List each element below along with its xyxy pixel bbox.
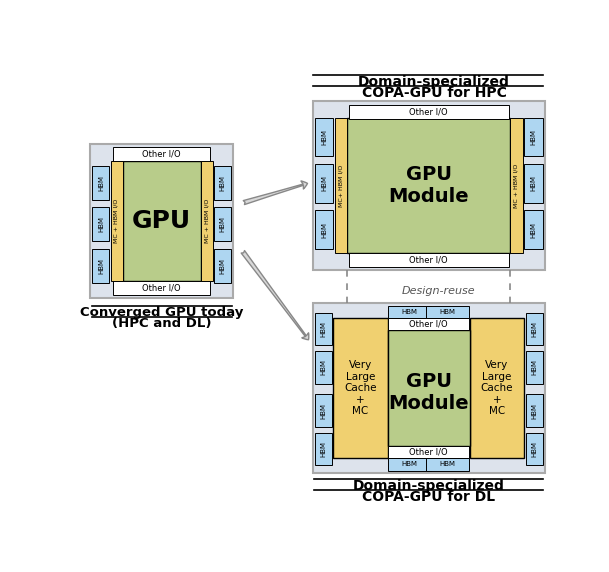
- Text: HBM: HBM: [531, 441, 537, 457]
- Text: HBM: HBM: [98, 258, 104, 274]
- Text: HBM: HBM: [531, 359, 537, 375]
- Bar: [349, 105, 509, 119]
- Text: Other I/O: Other I/O: [143, 284, 181, 293]
- Bar: [426, 458, 469, 471]
- Text: Other I/O: Other I/O: [409, 255, 448, 264]
- Bar: [315, 351, 332, 384]
- Text: HBM: HBM: [530, 129, 537, 145]
- Text: MC + HBM I/O: MC + HBM I/O: [205, 199, 209, 243]
- Text: HBM: HBM: [320, 359, 326, 375]
- Bar: [315, 210, 333, 249]
- Text: GPU
Module: GPU Module: [389, 165, 469, 206]
- Bar: [122, 161, 201, 281]
- Text: HBM: HBM: [321, 129, 327, 145]
- Bar: [426, 306, 469, 318]
- Text: HBM: HBM: [321, 221, 327, 237]
- Bar: [470, 318, 524, 458]
- Text: Domain-specialized: Domain-specialized: [353, 479, 505, 493]
- Text: HBM: HBM: [402, 309, 418, 315]
- Text: HBM: HBM: [220, 258, 225, 274]
- Bar: [93, 249, 110, 283]
- Bar: [201, 161, 213, 281]
- Bar: [315, 118, 333, 156]
- Bar: [90, 144, 233, 298]
- Bar: [510, 118, 523, 253]
- Bar: [389, 458, 431, 471]
- Text: HBM: HBM: [530, 176, 537, 192]
- Text: HBM: HBM: [531, 321, 537, 337]
- Text: HBM: HBM: [440, 309, 456, 315]
- Text: HBM: HBM: [98, 216, 104, 232]
- Text: HBM: HBM: [321, 176, 327, 192]
- Text: HBM: HBM: [320, 441, 326, 457]
- Text: Other I/O: Other I/O: [409, 448, 448, 456]
- Text: Converged GPU today: Converged GPU today: [80, 306, 244, 319]
- Text: MC + HBM I/O: MC + HBM I/O: [514, 164, 519, 208]
- Bar: [388, 331, 470, 446]
- Bar: [526, 351, 543, 384]
- Text: HBM: HBM: [320, 321, 326, 337]
- Bar: [389, 318, 469, 331]
- Bar: [335, 118, 347, 253]
- Bar: [524, 164, 543, 202]
- Bar: [347, 118, 510, 253]
- Bar: [315, 433, 332, 465]
- Bar: [113, 147, 210, 161]
- Bar: [93, 207, 110, 241]
- Text: Other I/O: Other I/O: [409, 320, 448, 329]
- Bar: [93, 166, 110, 200]
- Bar: [526, 313, 543, 345]
- Bar: [113, 281, 210, 295]
- Text: Domain-specialized: Domain-specialized: [358, 75, 510, 89]
- Text: HBM: HBM: [320, 403, 326, 419]
- Text: COPA-GPU for DL: COPA-GPU for DL: [362, 490, 495, 504]
- Text: HBM: HBM: [98, 174, 104, 190]
- Bar: [312, 304, 545, 473]
- Bar: [389, 306, 431, 318]
- Bar: [214, 249, 231, 283]
- Bar: [312, 101, 545, 271]
- Text: Very
Large
Cache
+
MC: Very Large Cache + MC: [481, 360, 513, 416]
- Text: HBM: HBM: [220, 174, 225, 190]
- Text: Very
Large
Cache
+
MC: Very Large Cache + MC: [344, 360, 377, 416]
- Text: Other I/O: Other I/O: [143, 150, 181, 158]
- Text: GPU
Module: GPU Module: [389, 372, 469, 412]
- Bar: [349, 253, 509, 267]
- Bar: [214, 166, 231, 200]
- Bar: [389, 446, 469, 458]
- Text: Design-reuse: Design-reuse: [401, 286, 475, 296]
- Text: HBM: HBM: [440, 462, 456, 467]
- Text: Other I/O: Other I/O: [409, 108, 448, 116]
- Text: HBM: HBM: [220, 216, 225, 232]
- Bar: [524, 118, 543, 156]
- Text: HBM: HBM: [530, 221, 537, 237]
- Bar: [524, 210, 543, 249]
- Bar: [315, 313, 332, 345]
- Bar: [526, 394, 543, 427]
- Text: COPA-GPU for HPC: COPA-GPU for HPC: [362, 86, 507, 100]
- Bar: [315, 394, 332, 427]
- Bar: [111, 161, 122, 281]
- Text: HBM: HBM: [531, 403, 537, 419]
- Bar: [214, 207, 231, 241]
- Text: GPU: GPU: [132, 209, 191, 233]
- Text: MC + HBM I/O: MC + HBM I/O: [114, 199, 119, 243]
- Text: (HPC and DL): (HPC and DL): [112, 316, 211, 329]
- Bar: [315, 164, 333, 202]
- Text: MC+ HBM I/O: MC+ HBM I/O: [339, 165, 343, 207]
- Bar: [333, 318, 388, 458]
- Text: HBM: HBM: [402, 462, 418, 467]
- Bar: [526, 433, 543, 465]
